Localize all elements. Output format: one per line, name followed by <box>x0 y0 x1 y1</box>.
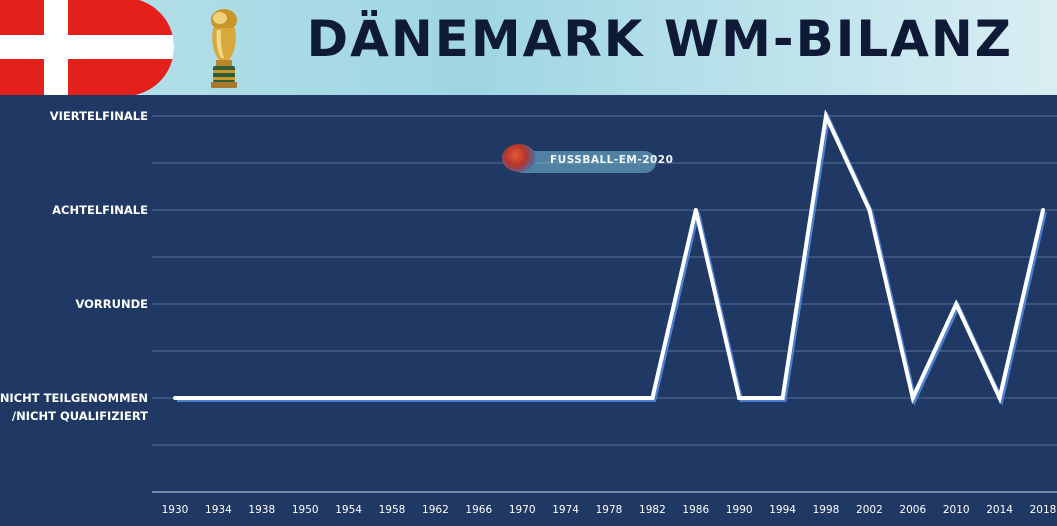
data-point <box>650 396 655 400</box>
data-point <box>910 396 915 400</box>
x-tick-label: 1990 <box>726 504 753 516</box>
x-tick-label: 1938 <box>248 504 275 516</box>
x-tick-label: 2002 <box>856 504 883 516</box>
data-point <box>173 396 177 400</box>
world-cup-trophy-icon <box>211 9 237 88</box>
x-tick-label: 1994 <box>769 504 796 516</box>
data-point <box>216 396 221 400</box>
data-point <box>303 396 308 400</box>
x-tick-label: 1986 <box>682 504 709 516</box>
data-point <box>1041 208 1045 212</box>
data-point <box>476 396 481 400</box>
data-point <box>563 396 568 400</box>
data-point <box>867 208 872 212</box>
x-tick-label: 2010 <box>943 504 970 516</box>
x-tick-label: 2014 <box>986 504 1013 516</box>
x-tick-label: 1934 <box>205 504 232 516</box>
soccer-ball-icon <box>502 144 536 172</box>
x-tick-label: 1962 <box>422 504 449 516</box>
x-tick-label: 2018 <box>1030 504 1057 516</box>
x-tick-label: 1950 <box>292 504 319 516</box>
page-title: DÄNEMARK WM-BILANZ <box>306 10 1013 68</box>
x-tick-label: 1954 <box>335 504 362 516</box>
data-point <box>520 396 525 400</box>
y-tick-label: VIERTELFINALE <box>50 109 148 123</box>
x-tick-label: 1998 <box>813 504 840 516</box>
header-banner: DÄNEMARK WM-BILANZ <box>0 0 1057 95</box>
data-point <box>433 396 438 400</box>
data-point <box>346 396 351 400</box>
data-point <box>390 396 394 400</box>
data-point <box>824 114 828 118</box>
data-point <box>997 396 1002 400</box>
x-tick-label: 1974 <box>552 504 579 516</box>
y-tick-label: ACHTELFINALE <box>52 203 148 217</box>
y-tick-label: NICHT TEILGENOMMEN/NICHT QUALIFIZIERT <box>0 391 148 423</box>
data-point <box>259 396 264 400</box>
line-chart: NICHT TEILGENOMMEN/NICHT QUALIFIZIERT VOR… <box>0 109 1057 516</box>
data-point <box>693 208 698 212</box>
x-tick-label: 1978 <box>596 504 623 516</box>
y-tick-label: VORRUNDE <box>75 297 148 311</box>
data-point <box>954 302 959 306</box>
denmark-flag-icon <box>0 0 174 95</box>
x-tick-label: 1930 <box>162 504 189 516</box>
x-tick-label: 1966 <box>465 504 492 516</box>
data-point <box>780 396 785 400</box>
x-tick-label: 1958 <box>379 504 406 516</box>
x-tick-label: 1982 <box>639 504 666 516</box>
x-tick-label: 1970 <box>509 504 536 516</box>
data-point <box>737 396 742 400</box>
watermark-text: FUSSBALL-EM-2020 <box>550 154 674 166</box>
x-tick-label: 2006 <box>899 504 926 516</box>
watermark: FUSSBALL-EM-2020 <box>498 142 673 178</box>
data-point <box>607 396 611 400</box>
